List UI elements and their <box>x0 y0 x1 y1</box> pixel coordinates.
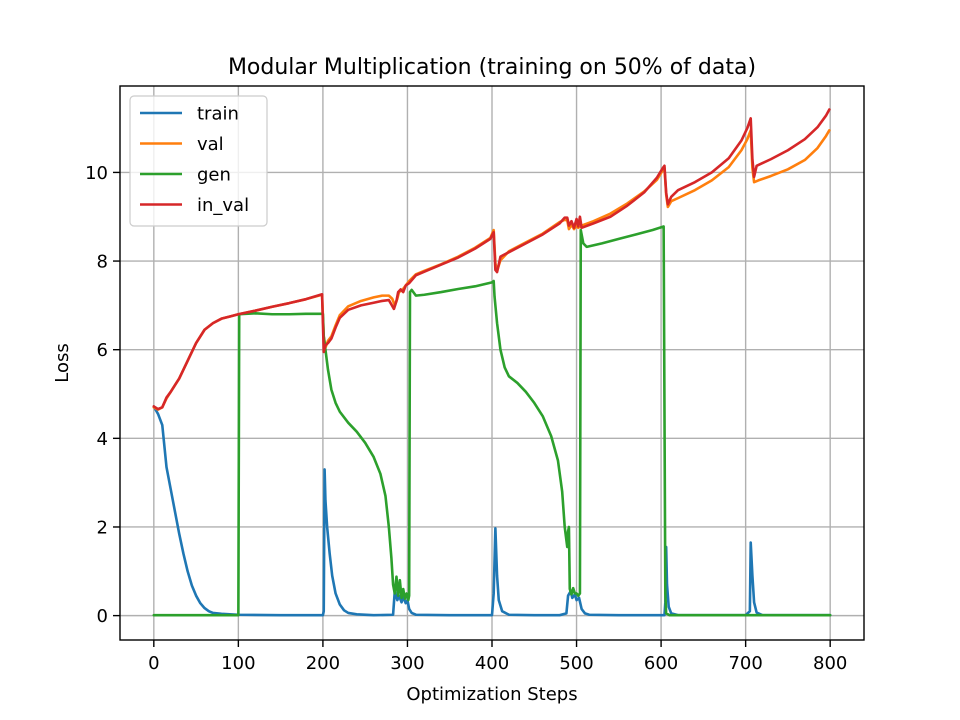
legend-label-in-val: in_val <box>197 195 249 216</box>
series-layer <box>152 108 832 617</box>
x-axis-label: Optimization Steps <box>406 684 577 705</box>
legend-label-gen: gen <box>197 165 231 186</box>
chart-title: Modular Multiplication (training on 50% … <box>228 55 756 80</box>
y-tick-label: 2 <box>97 517 108 538</box>
y-tick-label: 0 <box>97 606 108 627</box>
legend-box <box>129 95 268 227</box>
legend-label-val: val <box>197 134 224 155</box>
x-tick-label: 500 <box>559 653 593 674</box>
x-tick-label: 0 <box>148 653 159 674</box>
axis-ticks: 0 100 200 300 400 500 600 700 800 0 2 4 6 8 10 <box>85 163 847 674</box>
y-tick-label: 8 <box>97 252 108 273</box>
y-tick-label: 4 <box>97 429 108 450</box>
y-axis-label: Loss <box>52 343 73 382</box>
x-tick-label: 300 <box>390 653 424 674</box>
x-tick-label: 800 <box>813 653 847 674</box>
series-line-gen <box>152 225 832 617</box>
y-tick-label: 10 <box>85 163 108 184</box>
legend-label-train: train <box>197 104 239 125</box>
x-tick-label: 600 <box>644 653 678 674</box>
x-tick-label: 200 <box>306 653 340 674</box>
y-tick-label: 6 <box>97 340 108 361</box>
x-tick-label: 700 <box>728 653 762 674</box>
series-line-in-val <box>152 108 831 411</box>
x-tick-label: 100 <box>221 653 255 674</box>
x-tick-label: 400 <box>475 653 509 674</box>
legend: train val gen in_val <box>129 95 268 227</box>
